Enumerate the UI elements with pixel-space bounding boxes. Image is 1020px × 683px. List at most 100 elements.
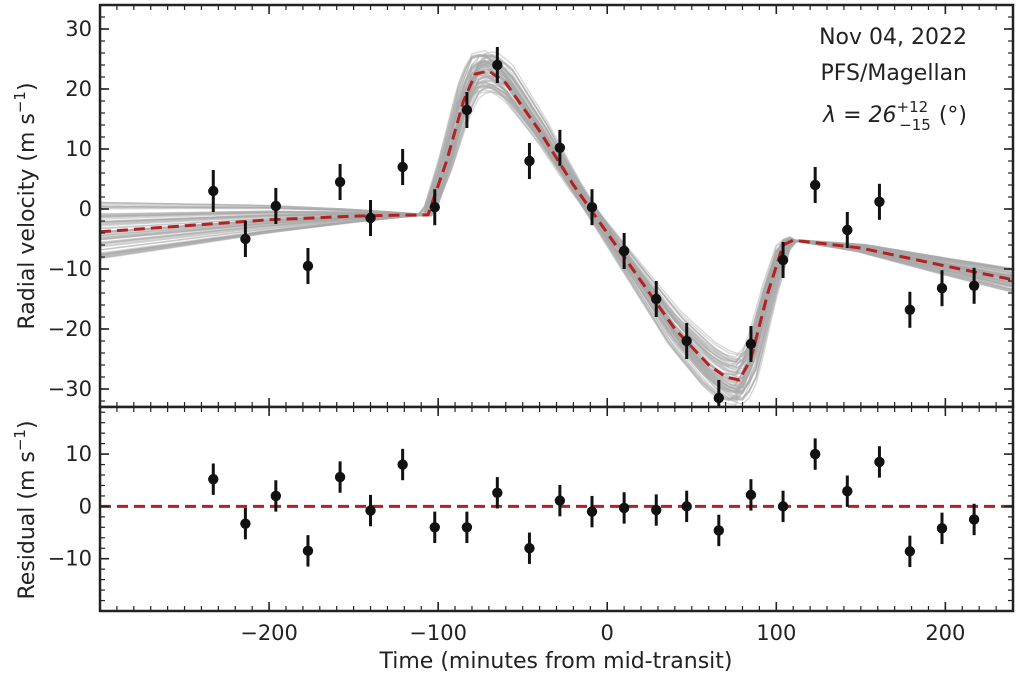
residual-data-point bbox=[713, 525, 725, 536]
posterior-draw-line bbox=[99, 74, 1014, 376]
rv-data-point bbox=[681, 335, 692, 347]
residual-data-point bbox=[936, 523, 948, 534]
posterior-draw-line bbox=[99, 65, 1014, 387]
residual-ylabel: Residual (m s−1) bbox=[11, 420, 40, 599]
rv-ylabel: Radial velocity (m s−1) bbox=[11, 82, 40, 329]
residual-xtick-label: 200 bbox=[925, 621, 965, 645]
residual-data-point bbox=[968, 514, 980, 525]
residual-data-point bbox=[618, 502, 630, 514]
residual-axis-ticks: 100−10−200 −100 0 100 200 bbox=[48, 407, 1014, 645]
posterior-draw-line bbox=[99, 75, 1014, 374]
annotation-lambda: λ = 26+12 −15 (°) bbox=[822, 98, 967, 134]
rv-data-point bbox=[492, 59, 503, 71]
residual-data-point bbox=[809, 448, 821, 460]
posterior-draw-line bbox=[100, 75, 1014, 375]
residual-data-point bbox=[745, 489, 757, 501]
posterior-draw-line bbox=[99, 54, 1013, 400]
posterior-draw-line bbox=[99, 63, 1014, 390]
posterior-draw-line bbox=[99, 53, 1013, 402]
posterior-draw-line bbox=[99, 56, 1014, 399]
rv-ytick-label: 20 bbox=[65, 77, 92, 101]
lambda-sup: +12 bbox=[897, 98, 929, 116]
rv-data-point bbox=[397, 161, 408, 173]
rv-data-point bbox=[904, 304, 916, 315]
lambda-sub: −15 bbox=[899, 116, 931, 134]
rv-data-point bbox=[745, 338, 757, 350]
residual-data-point bbox=[651, 504, 662, 516]
posterior-draw-line bbox=[99, 61, 1014, 392]
rv-ytick-label: −20 bbox=[48, 317, 92, 341]
lambda-value: λ = 26 bbox=[822, 103, 896, 128]
residual-data-point bbox=[586, 506, 598, 517]
residual-data-point bbox=[208, 473, 219, 485]
rv-ylabel-close: ) bbox=[15, 82, 40, 91]
rv-ytick-label: 0 bbox=[79, 197, 92, 221]
rv-ytick-label: −10 bbox=[48, 257, 92, 281]
posterior-draw-line bbox=[99, 54, 1014, 401]
residual-plot-area bbox=[100, 407, 1013, 611]
posterior-draw-line bbox=[99, 55, 1014, 400]
posterior-draw-line bbox=[99, 85, 1014, 362]
rv-data-point bbox=[208, 185, 219, 197]
posterior-draw-line bbox=[99, 63, 1013, 390]
posterior-draw-line bbox=[99, 63, 1014, 389]
rv-ytick-label: 30 bbox=[65, 17, 92, 41]
rv-ytick-label: 10 bbox=[65, 137, 92, 161]
residual-data-point bbox=[429, 522, 440, 533]
posterior-draw-line bbox=[99, 53, 1014, 402]
posterior-draw-line bbox=[99, 65, 1014, 387]
posterior-draw-line bbox=[99, 84, 1014, 364]
residual-xtick-label: 100 bbox=[756, 621, 796, 645]
residual-data-point bbox=[334, 471, 346, 483]
residual-xtick-label: −100 bbox=[409, 621, 467, 645]
posterior-draw-line bbox=[99, 65, 1014, 387]
residual-ylabel-close: ) bbox=[15, 420, 40, 429]
posterior-draw-line bbox=[99, 70, 1014, 382]
posterior-draw-line bbox=[99, 71, 1014, 379]
rv-data-point bbox=[842, 224, 853, 236]
posterior-draw-line bbox=[99, 50, 1014, 405]
rv-data-point bbox=[240, 233, 251, 245]
posterior-draw-line bbox=[99, 86, 1014, 361]
posterior-draw-line bbox=[99, 71, 1014, 379]
rv-data-point bbox=[524, 155, 535, 167]
posterior-draw-line bbox=[100, 74, 1014, 376]
posterior-draw-line bbox=[99, 70, 1014, 380]
posterior-draw-line bbox=[99, 54, 1014, 401]
rv-data-point bbox=[461, 104, 473, 116]
posterior-draw-line bbox=[99, 76, 1014, 374]
rv-ylabel-exp: −1 bbox=[11, 91, 29, 113]
residual-data-point bbox=[777, 501, 789, 512]
x-axis-title: Time (minutes from mid-transit) bbox=[379, 649, 733, 674]
radial-velocity-panel: 30 20 10 0 −10 −20 −30 Nov 04, 2022 PFS/Magell… bbox=[11, 3, 1015, 416]
rv-data-point bbox=[651, 293, 662, 305]
lambda-unit: (°) bbox=[939, 103, 967, 128]
residual-data-point bbox=[681, 501, 692, 512]
residual-data-point bbox=[492, 487, 503, 498]
posterior-draw-line bbox=[99, 81, 1014, 367]
residual-ytick-label: −10 bbox=[48, 547, 92, 571]
residual-xtick-label: −200 bbox=[240, 621, 298, 645]
residual-data-point bbox=[302, 545, 314, 557]
posterior-draw-line bbox=[99, 73, 1014, 376]
residual-panel: 100−10−200 −100 0 100 200 Residual (m s−1) T… bbox=[11, 405, 1015, 674]
residual-ytick-label: 10 bbox=[65, 442, 92, 466]
rv-data-point bbox=[777, 254, 789, 266]
residual-data-point bbox=[524, 543, 535, 554]
rv-data-point bbox=[586, 202, 598, 213]
residual-ylabel-exp: −1 bbox=[11, 429, 29, 451]
rv-data-point bbox=[334, 176, 346, 188]
rv-data-point bbox=[270, 200, 282, 212]
rv-data-point bbox=[809, 179, 821, 191]
posterior-draw-line bbox=[99, 71, 1014, 380]
residual-ylabel-text: Residual (m s bbox=[15, 451, 40, 599]
residual-data-point bbox=[554, 495, 566, 506]
rv-data-point bbox=[554, 142, 566, 153]
residual-data-point bbox=[904, 546, 916, 557]
residual-data-point bbox=[240, 518, 251, 529]
posterior-draw-line bbox=[99, 88, 1014, 358]
posterior-draw-line bbox=[100, 77, 1014, 373]
posterior-draw-line bbox=[99, 79, 1014, 370]
rv-data-point bbox=[618, 245, 630, 257]
